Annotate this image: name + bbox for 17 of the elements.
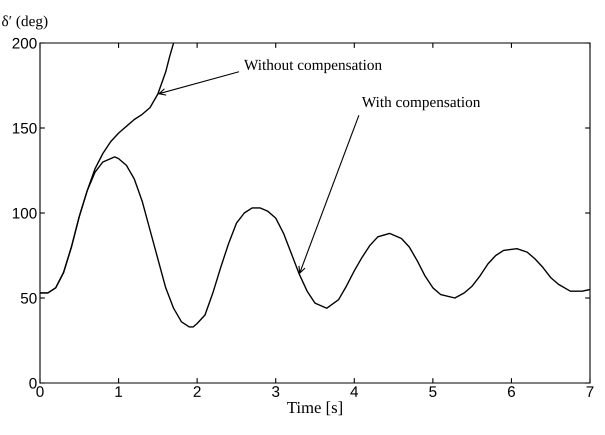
x-tick-label: 2 bbox=[194, 386, 201, 397]
x-axis-title: Time [s] bbox=[287, 401, 342, 416]
annotation: Without compensation bbox=[244, 59, 382, 74]
x-tick-label: 1 bbox=[115, 386, 122, 397]
x-tick-label: 4 bbox=[350, 386, 358, 397]
x-tick-label: 7 bbox=[586, 386, 594, 397]
annotation: With compensation bbox=[362, 96, 480, 110]
y-tick-label: 50 bbox=[20, 292, 37, 304]
y-tick-label: 0 bbox=[29, 378, 37, 389]
x-tick-label: 3 bbox=[272, 386, 280, 397]
x-tick-label: 5 bbox=[429, 386, 436, 397]
x-tick-label: 6 bbox=[508, 386, 516, 397]
y-tick-label: 150 bbox=[12, 122, 37, 134]
y-tick-label: 100 bbox=[12, 208, 37, 219]
y-axis-title: δ′ (deg) bbox=[2, 15, 48, 30]
x-tick-label: 0 bbox=[36, 386, 44, 397]
y-tick-label: 200 bbox=[12, 38, 37, 49]
